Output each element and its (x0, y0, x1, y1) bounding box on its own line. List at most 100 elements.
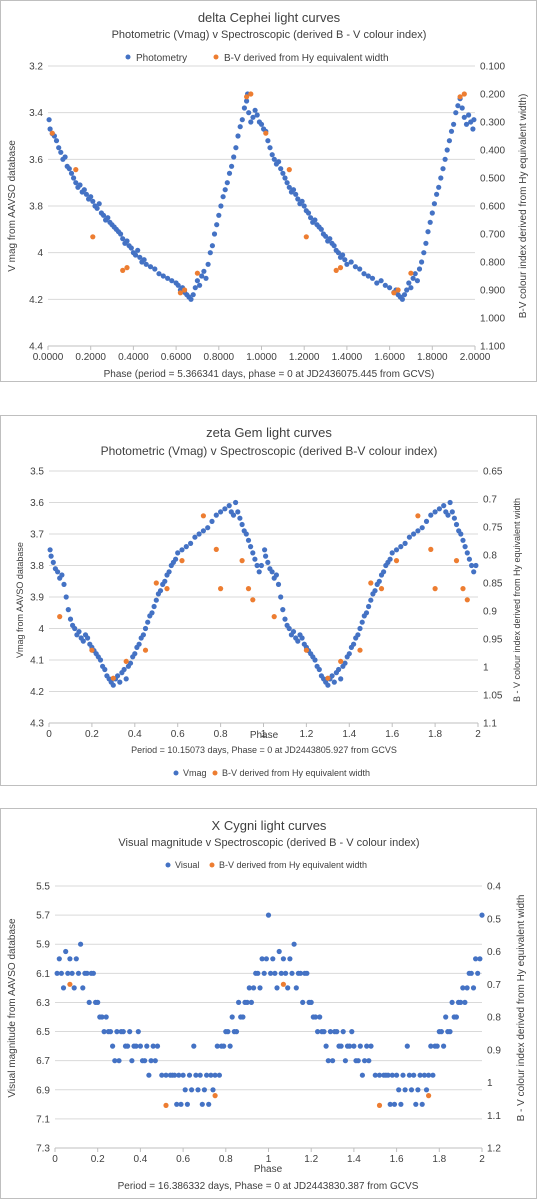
y2-tick-label: 0.65 (483, 467, 503, 478)
y-tick-label: 3.5 (30, 467, 44, 478)
photometry-point (329, 673, 335, 679)
photometry-point (48, 553, 54, 559)
y-tick-label: 3.8 (29, 202, 43, 213)
photometry-point (290, 187, 297, 193)
photometry-point (183, 544, 189, 550)
chart-frame (0, 0, 537, 382)
photometry-point (105, 215, 111, 221)
photometry-point (283, 970, 289, 976)
photometry-point (349, 1029, 355, 1035)
photometry-point (67, 956, 73, 962)
bv-point (244, 94, 250, 100)
photometry-point (166, 569, 172, 575)
photometry-point (248, 119, 254, 125)
bv-point (218, 586, 224, 592)
photometry-point (357, 625, 363, 632)
photometry-point (90, 198, 96, 204)
photometry-point (47, 126, 53, 132)
photometry-point (415, 1087, 421, 1093)
photometry-point (233, 1029, 240, 1035)
photometry-point (427, 219, 433, 225)
photometry-point (458, 531, 464, 537)
photometry-point (197, 282, 203, 288)
photometry-point (299, 198, 305, 204)
photometry-point (278, 970, 284, 976)
photometry-point (414, 278, 420, 284)
y-tick-label: 4.2 (30, 687, 44, 698)
photometry-point (58, 149, 64, 155)
photometry-point (142, 625, 149, 632)
photometry-point (441, 503, 447, 509)
y2-tick-label: 0.5 (487, 914, 501, 925)
bv-point (378, 586, 385, 592)
photometry-point (451, 515, 457, 521)
photometry-point (477, 956, 483, 962)
photometry-point (220, 194, 226, 200)
photometry-point (127, 660, 134, 666)
photometry-point (211, 231, 218, 237)
photometry-point (436, 184, 442, 190)
photometry-point (152, 1058, 158, 1064)
photometry-point (63, 948, 69, 955)
photometry-point (188, 540, 194, 546)
y-tick-label: 5.7 (36, 911, 50, 922)
photometry-point (342, 257, 348, 263)
photometry-point (336, 666, 342, 673)
photometry-point (419, 1101, 425, 1107)
photometry-point (446, 138, 452, 144)
photometry-point (85, 635, 91, 641)
photometry-point (65, 970, 71, 976)
photometry-point (419, 259, 425, 265)
photometry-point (443, 1014, 449, 1020)
photometry-point (237, 515, 243, 521)
photometry-point (351, 1043, 357, 1049)
bv-point (263, 130, 269, 136)
photometry-point (434, 191, 440, 197)
photometry-point (250, 550, 256, 556)
photometry-point (58, 970, 64, 976)
photometry-point (327, 236, 333, 242)
photometry-point (267, 145, 273, 151)
y2-tick-label: 0.400 (480, 146, 505, 157)
photometry-point (65, 607, 71, 613)
photometry-point (265, 912, 272, 918)
photometry-point (355, 632, 361, 638)
photometry-point (231, 154, 237, 160)
photometry-point (201, 1087, 207, 1093)
photometry-point (338, 676, 344, 682)
y-axis-label: V mag from AAVSO database (7, 140, 18, 272)
y2-tick-label: 1.1 (487, 1111, 501, 1122)
y2-tick-label: 0.7 (483, 495, 497, 506)
photometry-point (473, 956, 479, 962)
photometry-point (366, 1058, 372, 1064)
bv-point (124, 265, 130, 271)
y-tick-label: 4.3 (30, 719, 44, 730)
photometry-point (263, 956, 269, 962)
photometry-point (205, 261, 211, 267)
photometry-point (226, 170, 233, 176)
bv-point (153, 580, 159, 586)
photometry-point (416, 266, 423, 272)
photometry-point (401, 292, 408, 298)
photometry-point (293, 191, 299, 197)
x-tick-label: 0.8 (219, 1154, 233, 1165)
x-tick-label: 2.0000 (460, 352, 491, 363)
photometry-point (406, 1072, 412, 1078)
photometry-point (327, 1029, 333, 1035)
photometry-point (147, 264, 154, 270)
bv-point (393, 558, 400, 564)
photometry-point (404, 287, 410, 293)
photometry-point (140, 632, 146, 638)
photometry-point (372, 1072, 378, 1078)
photometry-point (387, 1101, 393, 1107)
photometry-point (194, 278, 200, 284)
y2-tick-label: 1.1 (483, 719, 497, 730)
photometry-point (274, 985, 280, 991)
photometry-point (417, 1072, 423, 1078)
photometry-point (145, 619, 151, 625)
legend-label-vmag: Vmag (183, 768, 207, 778)
photometry-point (278, 594, 284, 600)
legend-marker-bv (213, 54, 219, 60)
photometry-point (372, 588, 378, 594)
chart-subtitle: Photometric (Vmag) v Spectroscopic (deri… (112, 29, 427, 41)
